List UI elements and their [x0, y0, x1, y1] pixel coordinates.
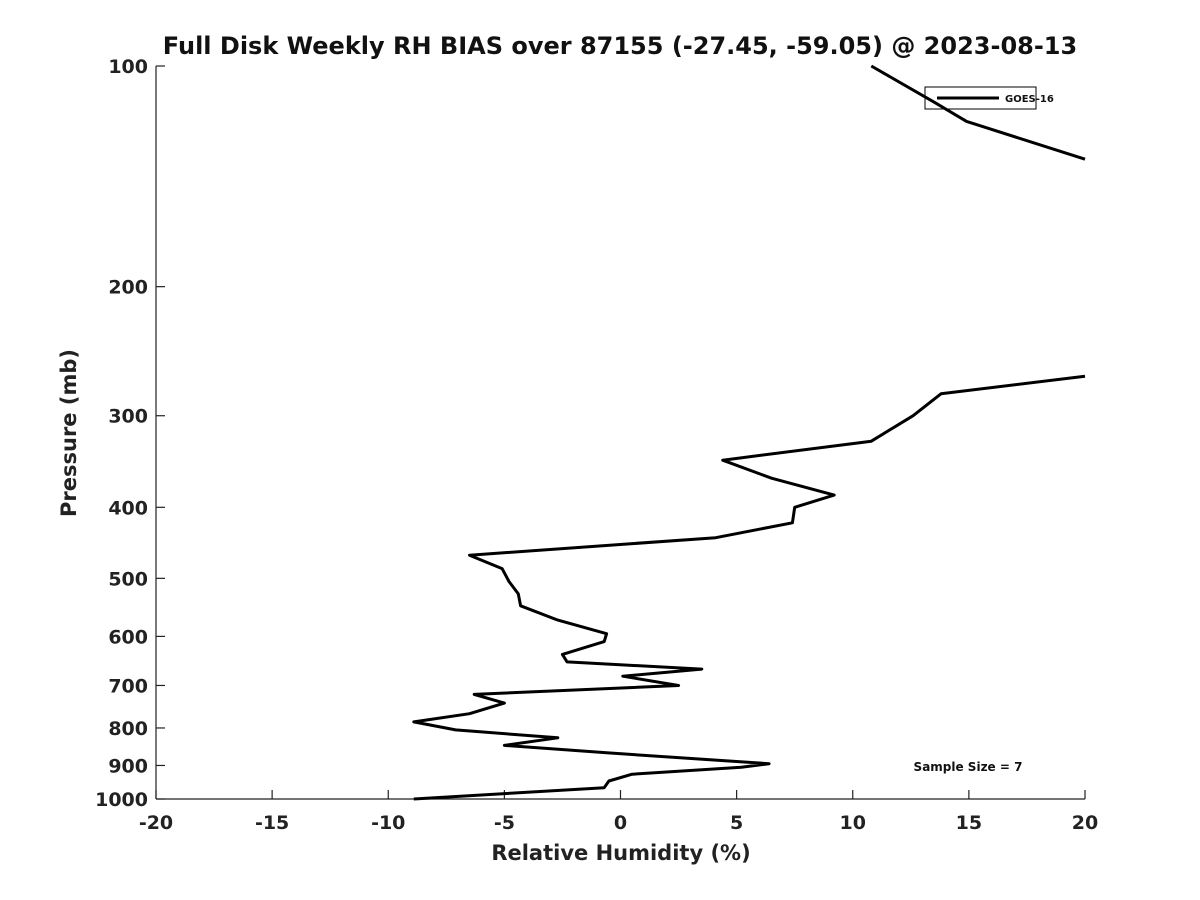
legend-label-goes-16: GOES-16 [1005, 94, 1054, 105]
legend: GOES-16 [924, 86, 1054, 110]
series-line-goes-16-segment-1 [870, 64, 1086, 161]
y-tick-label: 500 [108, 568, 148, 590]
x-tick-label: -10 [371, 812, 405, 834]
y-tick-label: 300 [108, 406, 148, 428]
y-tick-label: 400 [108, 497, 148, 519]
axes: -20 -15 -10 -5 0 5 10 15 20 100 200 300 400 500 600 700… [95, 56, 1098, 834]
sample-size-annotation: Sample Size = 7 [914, 760, 1023, 774]
x-tick-label: -15 [255, 812, 289, 834]
y-tick-label: 100 [108, 56, 148, 78]
series-line-goes-16-segment-2 [412, 374, 1086, 801]
x-tick-label: -5 [494, 812, 515, 834]
x-tick-label: -20 [139, 812, 173, 834]
y-tick-label: 200 [108, 277, 148, 299]
series-layer [412, 64, 1086, 801]
x-tick-label: 15 [956, 812, 982, 834]
x-tick-label: 5 [730, 812, 743, 834]
x-axis-label: Relative Humidity (%) [491, 841, 750, 865]
y-tick-label: 800 [108, 718, 148, 740]
y-tick-label: 600 [108, 626, 148, 648]
y-tick-label: 700 [108, 675, 148, 697]
y-tick-label: 1000 [95, 789, 148, 811]
y-axis-label: Pressure (mb) [57, 349, 81, 517]
x-tick-label: 0 [614, 812, 627, 834]
x-tick-label: 10 [840, 812, 866, 834]
chart-title: Full Disk Weekly RH BIAS over 87155 (-27… [163, 32, 1077, 60]
x-tick-label: 20 [1072, 812, 1098, 834]
y-tick-label: 900 [108, 755, 148, 777]
